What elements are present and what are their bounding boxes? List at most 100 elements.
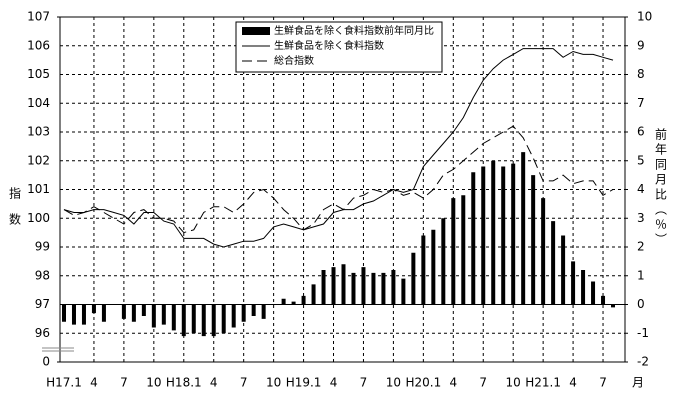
y2-tick-label: 1 <box>637 268 645 282</box>
bar <box>501 167 505 305</box>
bar <box>561 236 565 305</box>
x-tick-label: 4 <box>330 376 338 390</box>
y2-tick-label: 8 <box>637 67 645 81</box>
bar <box>571 261 575 304</box>
x-tick-label: 10 <box>266 376 281 390</box>
y2-tick-label: 0 <box>637 297 645 311</box>
y2-tick-label: -2 <box>637 355 649 369</box>
bar <box>461 195 465 304</box>
bar <box>611 305 615 308</box>
y2-tick-label: -1 <box>637 326 649 340</box>
bar <box>162 305 166 325</box>
bar <box>371 273 375 305</box>
y-tick-label: 97 <box>35 297 50 311</box>
x-tick-label: H21.1 <box>525 376 561 390</box>
x-tick-label: 4 <box>90 376 98 390</box>
y-tick-label: 101 <box>27 182 50 196</box>
x-tick-label: H19.1 <box>286 376 322 390</box>
legend-label: 生鮮食品を除く食料指数前年同月比 <box>274 24 434 37</box>
bar <box>431 230 435 305</box>
y2-tick-label: 7 <box>637 96 645 110</box>
bar <box>152 305 156 328</box>
x-tick-label: H18.1 <box>166 376 202 390</box>
x-axis-title: 月 <box>632 376 644 390</box>
x-tick-label: 4 <box>569 376 577 390</box>
bar <box>511 164 515 305</box>
bar <box>481 167 485 305</box>
bar <box>312 284 316 304</box>
x-tick-label: 10 <box>146 376 161 390</box>
y-tick-label: 103 <box>27 125 50 139</box>
bar <box>282 299 286 305</box>
y-tick-label: 106 <box>27 38 50 52</box>
x-tick-label: 7 <box>479 376 487 390</box>
y2-tick-label: 6 <box>637 125 645 139</box>
y2-tick-label: 4 <box>637 182 645 196</box>
y-tick-label: 99 <box>35 240 50 254</box>
bar <box>521 152 525 304</box>
bar <box>451 198 455 304</box>
legend-label: 総合指数 <box>274 54 314 67</box>
line <box>64 49 613 247</box>
x-tick-label: 7 <box>360 376 368 390</box>
x-tick-label: H20.1 <box>405 376 441 390</box>
bar <box>182 305 186 337</box>
bar <box>62 305 66 322</box>
x-tick-label: 10 <box>506 376 521 390</box>
y2-tick-label: 2 <box>637 240 645 254</box>
bar <box>401 279 405 305</box>
bar <box>491 161 495 305</box>
bar <box>581 270 585 305</box>
bar <box>252 305 256 317</box>
y-tick-label: 98 <box>35 268 50 282</box>
bar <box>471 172 475 304</box>
bar <box>322 270 326 305</box>
bar <box>172 305 176 331</box>
bar <box>332 267 336 304</box>
bar <box>192 305 196 334</box>
bar <box>411 253 415 305</box>
bar <box>381 273 385 305</box>
x-tick-label: 7 <box>240 376 248 390</box>
x-tick-label: 7 <box>599 376 607 390</box>
y-tick-label: 96 <box>35 326 50 340</box>
line <box>64 126 613 232</box>
y2-axis-title: 前年同月比（％） <box>654 127 668 248</box>
bar <box>232 305 236 328</box>
x-tick-label: 10 <box>386 376 401 390</box>
y2-tick-label: 5 <box>637 153 645 167</box>
bar <box>361 267 365 304</box>
bar <box>341 264 345 304</box>
legend-label: 生鮮食品を除く食料指数 <box>274 39 384 52</box>
bar <box>391 270 395 305</box>
x-tick-label: H17.1 <box>46 376 82 390</box>
y-tick-label: 102 <box>27 153 50 167</box>
legend-swatch <box>242 27 270 35</box>
y-tick-label: 105 <box>27 67 50 81</box>
bar <box>441 218 445 304</box>
bar <box>72 305 76 325</box>
bar <box>82 305 86 325</box>
bar <box>531 175 535 304</box>
bar <box>202 305 206 337</box>
bar <box>102 305 106 322</box>
bar <box>212 305 216 337</box>
y-axis-title: 指数 <box>8 186 22 239</box>
bar <box>242 305 246 322</box>
bar <box>262 305 266 319</box>
bar <box>351 273 355 305</box>
bar <box>541 198 545 304</box>
y2-tick-label: 9 <box>637 38 645 52</box>
x-tick-label: 7 <box>120 376 128 390</box>
bar <box>302 296 306 305</box>
bar <box>292 302 296 305</box>
bar <box>601 296 605 305</box>
bar <box>421 236 425 305</box>
x-tick-label: 4 <box>449 376 457 390</box>
y-tick-label: 107 <box>27 10 50 24</box>
bar <box>551 221 555 304</box>
bar <box>132 305 136 322</box>
x-tick-label: 4 <box>210 376 218 390</box>
bar <box>142 305 146 317</box>
bar <box>222 305 226 334</box>
